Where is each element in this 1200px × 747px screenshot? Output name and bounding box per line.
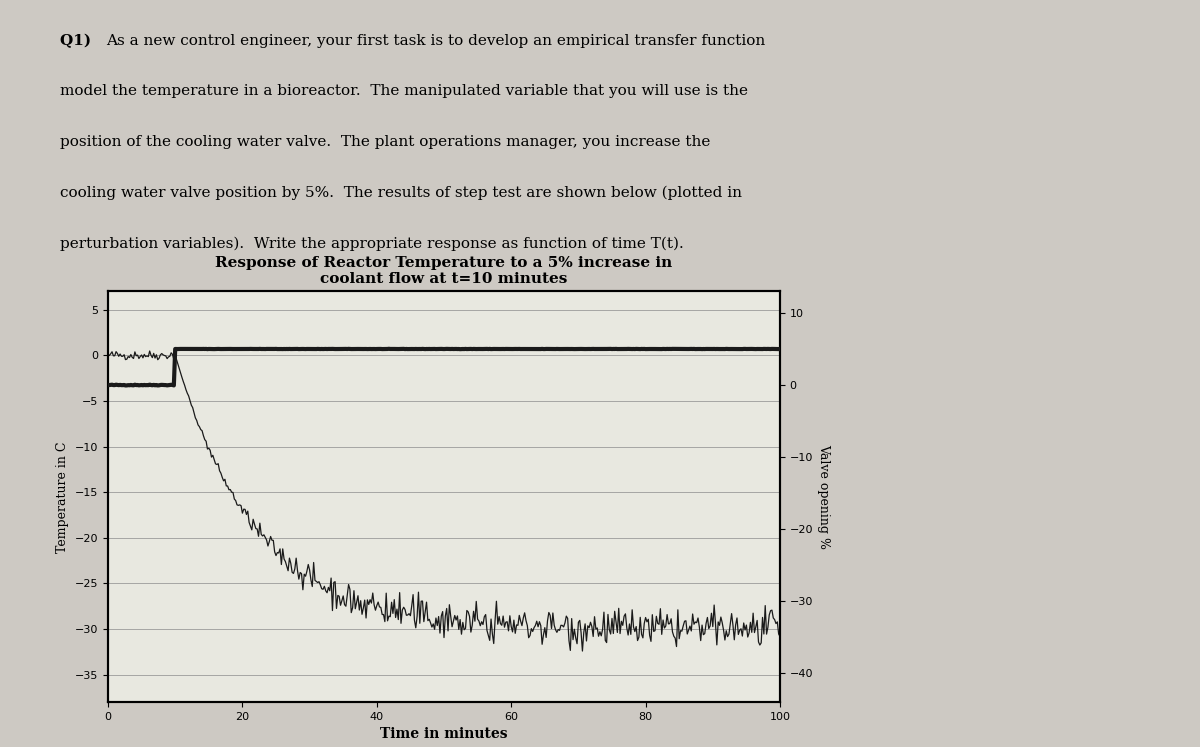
Text: As a new control engineer, your first task is to develop an empirical transfer f: As a new control engineer, your first ta… [106,34,764,48]
Title: Response of Reactor Temperature to a 5% increase in
coolant flow at t=10 minutes: Response of Reactor Temperature to a 5% … [215,255,673,286]
Text: perturbation variables).  Write the appropriate response as function of time T(t: perturbation variables). Write the appro… [60,237,684,251]
Text: position of the cooling water valve.  The plant operations manager, you increase: position of the cooling water valve. The… [60,135,710,149]
Text: cooling water valve position by 5%.  The results of step test are shown below (p: cooling water valve position by 5%. The … [60,186,742,200]
Text: Q1): Q1) [60,34,96,48]
Y-axis label: Temperature in C: Temperature in C [56,441,70,553]
X-axis label: Time in minutes: Time in minutes [380,728,508,742]
Y-axis label: Valve opening %: Valve opening % [817,444,830,549]
Text: model the temperature in a bioreactor.  The manipulated variable that you will u: model the temperature in a bioreactor. T… [60,84,748,99]
